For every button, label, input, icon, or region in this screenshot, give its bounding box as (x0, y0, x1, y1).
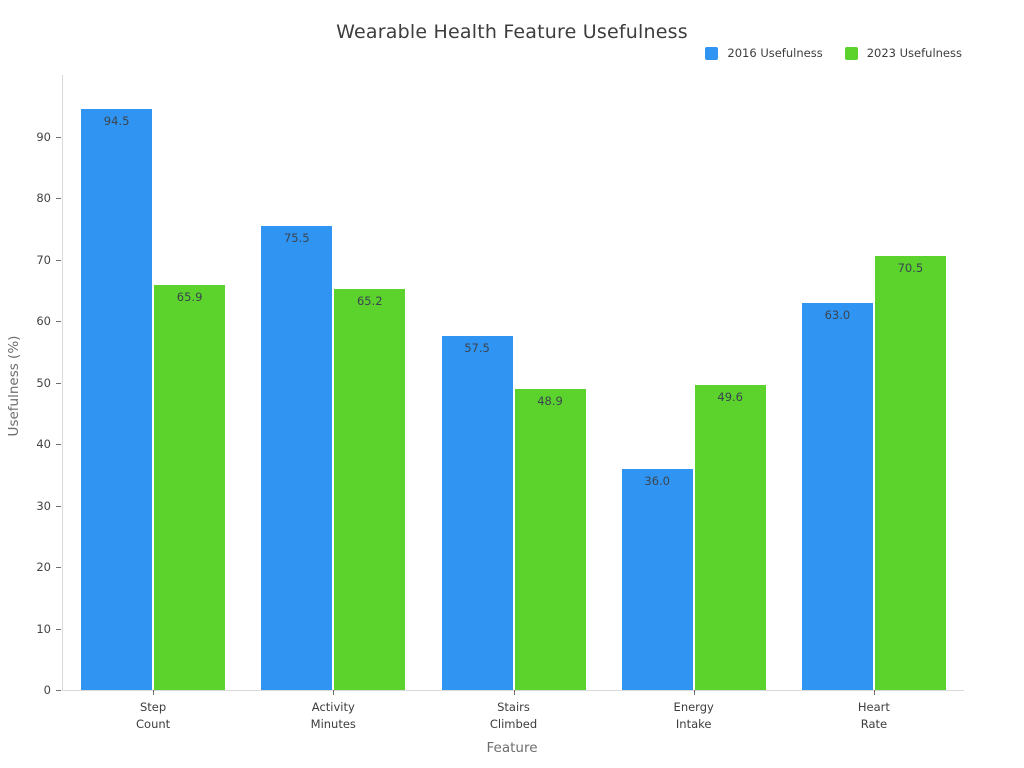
legend-item-2023-usefulness[interactable]: 2023 Usefulness (844, 46, 962, 60)
chart-title: Wearable Health Feature Usefulness (336, 21, 688, 43)
x-tick-label-energy-intake: Energy Intake (673, 700, 714, 732)
x-tick-label-step-count: Step Count (136, 700, 171, 732)
x-tick-label-activity-minutes: Activity Minutes (310, 700, 356, 732)
plot-area: 0 10 20 30 40 50 60 70 80 90 94.5 65.9 Step Count 75.… (36, 75, 964, 731)
x-tick-mark-heart-rate (873, 690, 875, 695)
y-tick-label-20: 20 (36, 560, 51, 574)
y-tick-label-0: 0 (43, 683, 51, 697)
bar-2023-usefulness-stairs-climbed[interactable]: 48.9 (514, 389, 586, 690)
bar-value-label: 57.5 (464, 341, 490, 356)
y-tick-label-60: 60 (36, 314, 51, 328)
y-tick-label-50: 50 (36, 375, 51, 390)
bar-value-label: 65.2 (356, 294, 383, 309)
bar-2023-usefulness-heart-rate[interactable]: 70.5 (874, 256, 946, 690)
legend-swatch-2023-usefulness (844, 46, 858, 60)
bar-2016-usefulness-energy-intake[interactable]: 36.0 (621, 468, 693, 690)
x-tick-mark-energy-intake (693, 690, 695, 695)
bar-2023-usefulness-activity-minutes[interactable]: 65.2 (334, 289, 406, 690)
bar-2016-usefulness-step-count[interactable]: 94.5 (81, 108, 153, 690)
bar-2023-usefulness-energy-intake[interactable]: 49.6 (694, 384, 766, 690)
bar-value-label: 75.5 (283, 230, 310, 245)
bar-2016-usefulness-heart-rate[interactable]: 63.0 (801, 302, 873, 690)
y-tick-mark-10 (56, 628, 61, 630)
legend-label: 2016 Usefulness (727, 46, 823, 60)
bar-value-label: 65.9 (176, 289, 203, 304)
legend-label: 2023 Usefulness (866, 46, 962, 60)
bar-value-label: 49.6 (717, 389, 743, 404)
bar-value-label: 63.0 (824, 307, 851, 322)
y-tick-mark-80 (56, 198, 61, 199)
y-tick-mark-0 (56, 690, 61, 691)
y-tick-mark-90 (56, 136, 61, 138)
y-tick-label-10: 10 (36, 621, 51, 636)
bar-value-label: 94.5 (103, 113, 130, 128)
y-tick-mark-40 (56, 444, 61, 445)
bar-value-label: 36.0 (644, 473, 670, 488)
legend-swatch-2016-usefulness (705, 46, 719, 60)
legend-item-2016-usefulness[interactable]: 2016 Usefulness (705, 46, 823, 60)
bar-value-label: 70.5 (897, 261, 924, 276)
y-tick-mark-70 (56, 259, 61, 261)
y-tick-label-70: 70 (36, 252, 51, 267)
bar-2023-usefulness-step-count[interactable]: 65.9 (154, 284, 226, 690)
y-tick-label-30: 30 (36, 498, 51, 513)
y-tick-label-90: 90 (36, 129, 51, 144)
y-tick-mark-50 (56, 382, 61, 384)
x-tick-mark-activity-minutes (333, 690, 335, 695)
x-tick-label-heart-rate: Heart Rate (857, 700, 890, 732)
y-axis-title: Usefulness (%) (6, 335, 22, 437)
y-tick-label-80: 80 (36, 191, 51, 205)
x-tick-mark-step-count (153, 690, 155, 695)
y-tick-mark-60 (56, 321, 61, 322)
x-tick-mark-stairs-climbed (513, 690, 515, 695)
y-tick-label-40: 40 (36, 437, 51, 451)
x-axis-title: Feature (486, 740, 538, 756)
legend: 2016 Usefulness 2023 Usefulness (705, 46, 962, 60)
bar-2016-usefulness-stairs-climbed[interactable]: 57.5 (441, 336, 513, 690)
bar-2016-usefulness-activity-minutes[interactable]: 75.5 (261, 225, 333, 690)
y-tick-mark-20 (56, 567, 61, 568)
x-tick-label-stairs-climbed: Stairs Climbed (489, 700, 538, 732)
y-tick-mark-30 (56, 505, 61, 507)
bar-value-label: 48.9 (537, 394, 563, 409)
